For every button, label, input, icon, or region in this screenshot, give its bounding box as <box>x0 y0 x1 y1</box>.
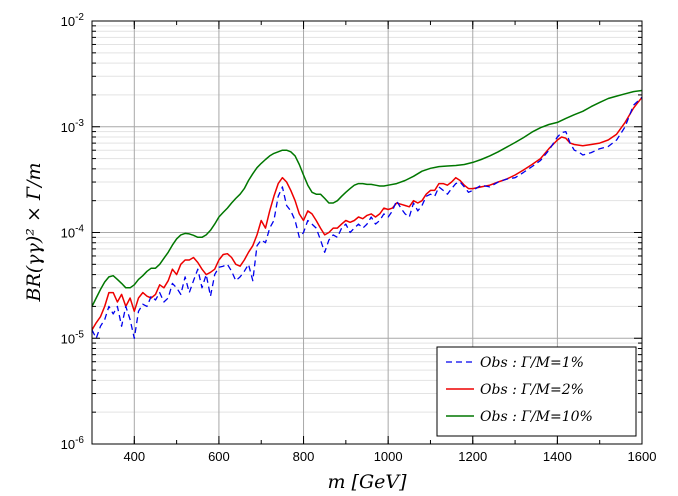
x-tick-label: 1400 <box>543 449 572 464</box>
x-tick-label: 800 <box>293 449 315 464</box>
y-tick-label: 10-3 <box>61 118 85 135</box>
x-tick-labels: 400 600 800 1000 1200 1400 1600 <box>123 449 656 464</box>
y-tick-label: 10-2 <box>61 12 85 29</box>
y-tick-labels: 10-6 10-5 10-4 10-3 10-2 <box>61 12 85 452</box>
x-tick-label: 1200 <box>458 449 487 464</box>
y-tick-label: 10-6 <box>61 435 85 452</box>
series-line-0 <box>91 96 643 339</box>
x-tick-label: 1000 <box>374 449 403 464</box>
y-axis-label: BR(γγ)² × Γ/m <box>23 162 45 302</box>
legend-label-1pct: Obs : Γ/M=1% <box>480 355 584 371</box>
ticks-layer <box>91 20 643 445</box>
y-tick-label: 10-5 <box>61 329 85 346</box>
legend: Obs : Γ/M=1% Obs : Γ/M=2% Obs : Γ/M=10% <box>436 346 637 437</box>
series-line-2 <box>91 89 643 307</box>
y-tick-label: 10-4 <box>61 224 85 241</box>
series-layer <box>91 89 643 339</box>
x-tick-label: 1600 <box>628 449 657 464</box>
x-tick-label: 400 <box>123 449 145 464</box>
legend-label-2pct: Obs : Γ/M=2% <box>480 382 584 398</box>
minor-grid <box>92 25 642 413</box>
x-axis-label: m [GeV] <box>327 471 407 493</box>
legend-label-10pct: Obs : Γ/M=10% <box>480 409 593 425</box>
x-tick-label: 600 <box>208 449 230 464</box>
